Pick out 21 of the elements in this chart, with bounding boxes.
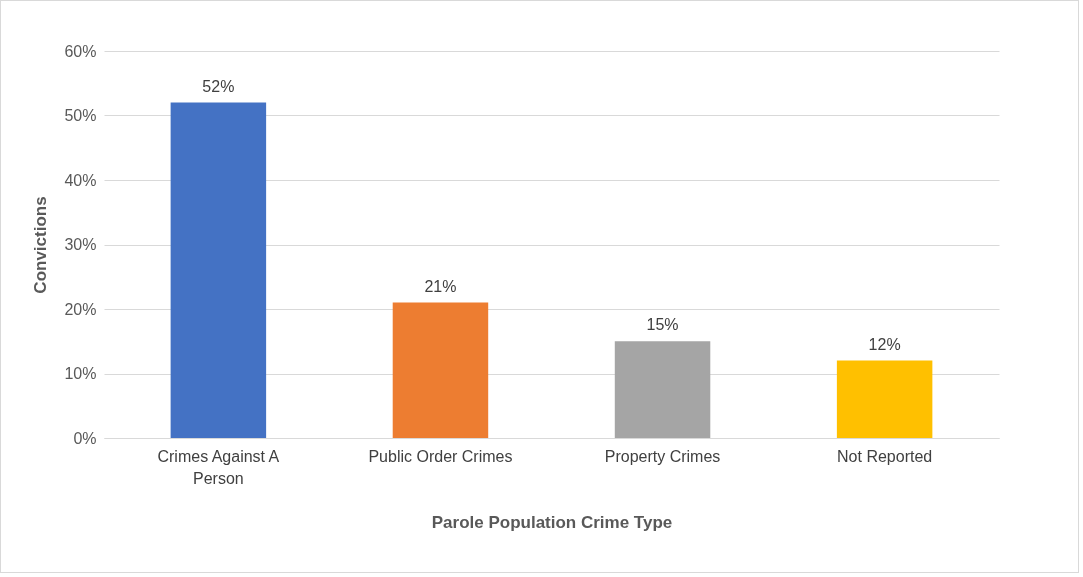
data-label: 21% bbox=[424, 277, 457, 295]
y-tick-label: 50% bbox=[64, 107, 97, 124]
x-axis-title: Parole Population Crime Type bbox=[431, 512, 673, 532]
data-label: 12% bbox=[868, 335, 901, 353]
x-tick-label: Property Crimes bbox=[604, 447, 721, 465]
x-tick-label: Crimes Against A Person bbox=[157, 447, 280, 487]
y-tick-label: 60% bbox=[64, 42, 97, 60]
bar bbox=[170, 102, 267, 438]
y-tick-label: 20% bbox=[64, 300, 97, 318]
data-label: 52% bbox=[202, 77, 235, 95]
bar bbox=[392, 302, 489, 438]
x-tick-label: Public Order Crimes bbox=[368, 447, 513, 465]
y-tick-label: 10% bbox=[64, 365, 97, 382]
y-axis-title: Convictions bbox=[31, 196, 51, 294]
data-label: 15% bbox=[646, 316, 679, 334]
y-tick-label: 0% bbox=[73, 429, 97, 447]
bar bbox=[836, 360, 933, 438]
bar bbox=[614, 341, 711, 438]
y-tick-label: 40% bbox=[64, 171, 97, 189]
y-tick-label: 30% bbox=[64, 236, 97, 253]
x-tick-label: Not Reported bbox=[837, 447, 933, 465]
